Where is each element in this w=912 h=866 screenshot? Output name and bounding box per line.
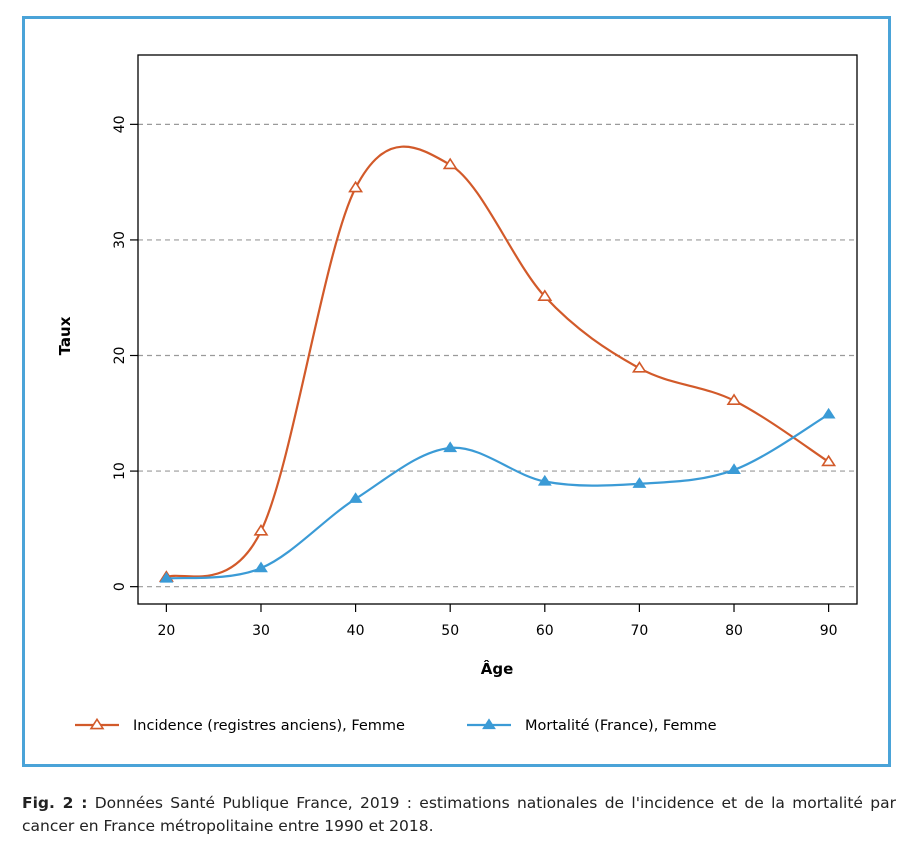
gridlines [138,123,857,588]
y-tick-label: 10 [112,462,128,480]
legend-marker [482,718,496,730]
legend-marker [89,717,105,730]
data-point [821,454,837,467]
y-tick-label: 40 [112,115,128,133]
y-tick-label: 20 [112,347,128,365]
data-point [159,571,174,583]
legend-label: Mortalité (France), Femme [525,718,717,734]
legend: Incidence (registres anciens), Femme Mort… [75,717,717,734]
legend-item: Incidence (registres anciens), Femme [75,717,405,734]
legend-item: Mortalité (France), Femme [467,718,717,734]
data-point [537,289,553,301]
data-point [348,492,363,503]
x-tick-label: 90 [820,623,838,639]
caption-label: Fig. 2 : [22,794,88,812]
data-point [727,463,741,475]
data-point [443,441,458,453]
data-point [253,524,269,536]
series-line [165,145,830,579]
y-axis: 0 10 20 30 40 [112,115,138,591]
series [158,145,837,583]
y-tick-label: 0 [112,582,128,591]
series-line [166,413,830,580]
series-incidence [158,145,837,582]
x-axis-label: Âge [481,659,514,678]
x-tick-label: 80 [725,623,743,639]
legend-label: Incidence (registres anciens), Femme [133,718,405,734]
x-tick-label: 30 [252,623,270,639]
data-point [821,407,836,419]
series-mortalite [159,407,836,583]
caption-text: Données Santé Publique France, 2019 : es… [22,794,896,835]
data-point [632,477,647,488]
figure-frame [22,16,891,767]
y-tick-label: 30 [112,231,128,249]
x-tick-label: 40 [347,623,365,639]
x-tick-label: 70 [630,623,648,639]
figure-caption: Fig. 2 : Données Santé Publique France, … [22,792,896,838]
x-tick-label: 50 [441,623,459,639]
data-point [442,157,458,170]
data-point [348,180,364,193]
data-point [537,474,552,486]
data-point [254,561,268,573]
chart: 0 10 20 30 40 20 30 40 50 60 70 80 90 Taux Âge Inci… [56,54,858,734]
data-point [631,361,647,373]
plot-area-border [137,54,858,605]
data-point [726,393,742,405]
y-axis-label: Taux [56,316,74,355]
x-axis: 20 30 40 50 60 70 80 90 [157,604,838,639]
x-tick-label: 20 [157,623,175,639]
x-tick-label: 60 [536,623,554,639]
